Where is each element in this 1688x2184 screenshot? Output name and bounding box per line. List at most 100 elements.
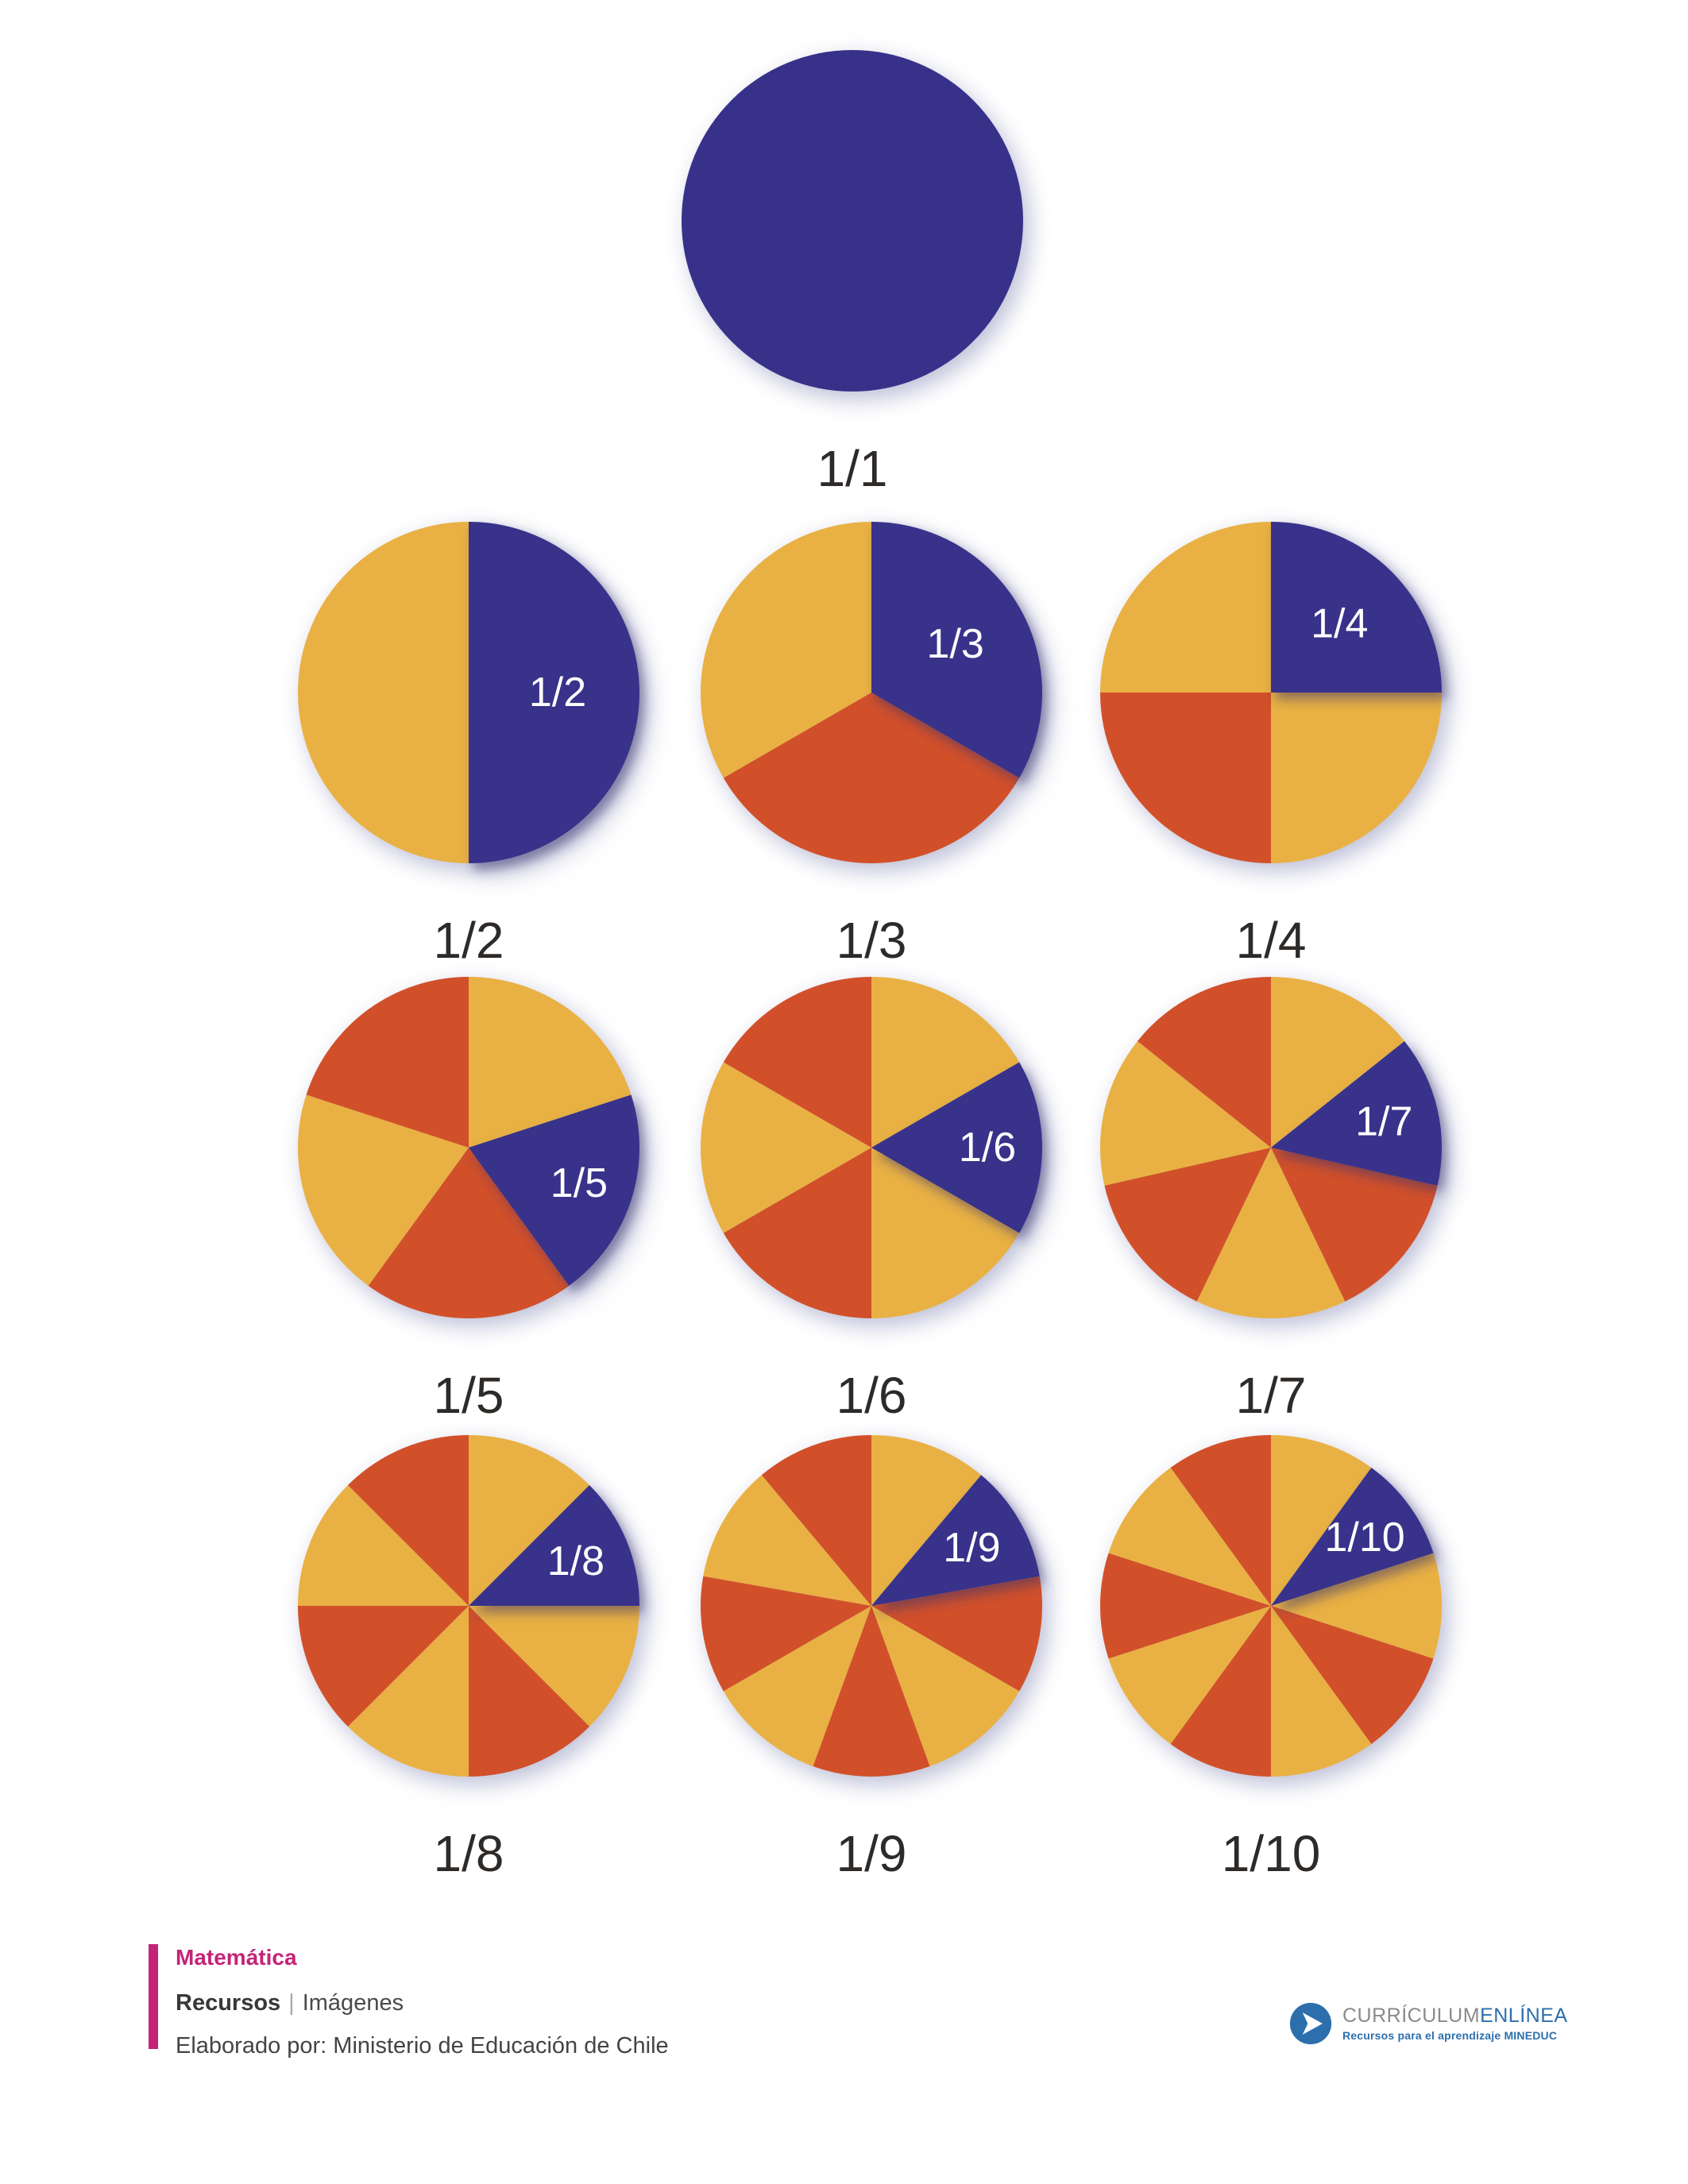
logo-brand-secondary: ENLÍNEA xyxy=(1480,2004,1568,2027)
pie-slice xyxy=(700,522,871,778)
pie-slice xyxy=(871,1576,1042,1692)
pie-slice xyxy=(871,1148,1020,1318)
pie-slice xyxy=(1100,522,1271,693)
pie-slice xyxy=(723,977,871,1148)
pie-slice xyxy=(469,1606,639,1727)
pie-slice xyxy=(298,522,469,863)
pie-slice xyxy=(298,1606,469,1727)
pie-1-9: 1/9 xyxy=(701,1435,1042,1777)
category-label: Recursos xyxy=(176,1990,281,2016)
fraction-caption-1-2: 1/2 xyxy=(433,912,504,969)
pie-1-10: 1/10 xyxy=(1099,1435,1443,1777)
pie-slice xyxy=(813,1606,930,1777)
footer: Matemática Recursos | Imágenes Elaborado p… xyxy=(149,1944,669,2059)
logo-brand: CURRÍCULUMENLÍNEA xyxy=(1342,2005,1568,2028)
pie-slice xyxy=(368,1148,570,1318)
pie-1-2: 1/2 xyxy=(298,522,639,863)
pie-slice xyxy=(703,1475,871,1606)
highlighted-slice xyxy=(469,522,639,863)
pie-slice xyxy=(871,1606,1020,1767)
highlighted-slice xyxy=(1271,1468,1434,1606)
fraction-caption-1-3: 1/3 xyxy=(836,912,907,969)
pie-slice xyxy=(1271,977,1405,1148)
pie-slice xyxy=(723,693,1020,864)
category-separator: | xyxy=(288,1990,295,2016)
pie-slice xyxy=(723,1606,871,1767)
pie-slice xyxy=(306,977,469,1148)
pie-slice xyxy=(347,1435,469,1606)
highlighted-slice xyxy=(1271,1040,1442,1186)
pie-slice xyxy=(298,1484,469,1606)
pie-slice xyxy=(1196,1148,1346,1319)
fraction-slice-label-1-9: 1/9 xyxy=(943,1525,1000,1571)
fraction-caption-1-1: 1/1 xyxy=(817,440,888,497)
pie-slice xyxy=(1108,1606,1271,1744)
highlighted-slice xyxy=(682,50,1023,392)
highlighted-slice xyxy=(871,522,1043,778)
pie-slice xyxy=(469,977,632,1148)
highlighted-slice xyxy=(469,1094,640,1286)
pie-slice xyxy=(723,1148,871,1318)
fraction-slice-label-1-10: 1/10 xyxy=(1324,1515,1404,1561)
pie-slice xyxy=(701,1576,871,1692)
play-arrow-icon xyxy=(1289,2002,1332,2045)
footer-lines: Matemática Recursos | Imágenes Elaborado p… xyxy=(176,1944,669,2059)
pie-slice xyxy=(1099,1553,1271,1659)
logo-tagline: Recursos para el aprendizaje MINEDUC xyxy=(1342,2029,1558,2043)
fraction-caption-1-8: 1/8 xyxy=(433,1825,504,1882)
accent-bar xyxy=(149,1944,158,2049)
pie-1-8: 1/8 xyxy=(298,1435,639,1777)
fraction-slice-label-1-4: 1/4 xyxy=(1311,601,1368,647)
highlighted-slice xyxy=(1271,522,1442,693)
curriculum-en-linea-logo: CURRÍCULUMENLÍNEA Recursos para el apren… xyxy=(1288,2001,1568,2046)
subject-label: Matemática xyxy=(176,1945,297,1970)
pie-slice xyxy=(297,1094,469,1286)
fraction-caption-1-10: 1/10 xyxy=(1221,1825,1321,1882)
pie-slice xyxy=(1108,1468,1271,1606)
pie-slice xyxy=(871,977,1020,1148)
pie-slice xyxy=(1170,1435,1271,1606)
pie-slice xyxy=(1271,1606,1372,1777)
pie-1-3: 1/3 xyxy=(700,522,1043,864)
pie-1-5: 1/5 xyxy=(297,977,640,1318)
logo-arrow xyxy=(1302,2012,1323,2035)
pie-slice xyxy=(1100,693,1271,863)
pie-slice xyxy=(1100,1040,1271,1186)
pie-slice xyxy=(469,1606,590,1777)
highlighted-slice xyxy=(871,1475,1040,1606)
pie-slice xyxy=(1271,1435,1372,1606)
pie-1-4: 1/4 xyxy=(1100,522,1442,863)
credit-line: Elaborado por: Ministerio de Educación d… xyxy=(176,2033,669,2059)
fraction-caption-1-7: 1/7 xyxy=(1235,1367,1307,1424)
fraction-caption-1-5: 1/5 xyxy=(433,1367,504,1424)
logo-brand-primary: CURRÍCULUM xyxy=(1342,2004,1481,2027)
fraction-caption-1-9: 1/9 xyxy=(836,1825,907,1882)
fraction-slice-label-1-8: 1/8 xyxy=(547,1538,605,1584)
pie-slice xyxy=(1271,693,1442,863)
fraction-caption-1-4: 1/4 xyxy=(1235,912,1307,969)
pie-slice xyxy=(1137,977,1271,1148)
highlighted-slice xyxy=(469,1484,639,1606)
highlighted-slice xyxy=(871,1062,1043,1233)
fraction-slice-label-1-7: 1/7 xyxy=(1355,1099,1412,1145)
pie-1-6: 1/6 xyxy=(700,977,1043,1318)
pie-slice xyxy=(1104,1148,1271,1302)
pie-1-1 xyxy=(682,50,1023,392)
pie-1-7: 1/7 xyxy=(1100,977,1442,1319)
logo-text: CURRÍCULUMENLÍNEA Recursos para el apren… xyxy=(1342,2005,1568,2043)
subcategory-label: Imágenes xyxy=(302,1990,404,2016)
category-line: Recursos | Imágenes xyxy=(176,1989,669,2016)
pie-slice xyxy=(700,1062,871,1233)
fraction-slice-label-1-5: 1/5 xyxy=(550,1160,608,1206)
fraction-caption-1-6: 1/6 xyxy=(836,1367,907,1424)
fraction-slice-label-1-6: 1/6 xyxy=(959,1125,1016,1171)
pie-slice xyxy=(1170,1606,1271,1777)
fraction-slice-label-1-3: 1/3 xyxy=(927,621,984,667)
pie-slice xyxy=(347,1606,469,1777)
pie-slice xyxy=(871,1435,982,1606)
pie-slice xyxy=(1271,1606,1434,1744)
pie-slice xyxy=(1271,1553,1443,1659)
pie-slice xyxy=(761,1435,871,1606)
fraction-slice-label-1-2: 1/2 xyxy=(529,669,586,716)
